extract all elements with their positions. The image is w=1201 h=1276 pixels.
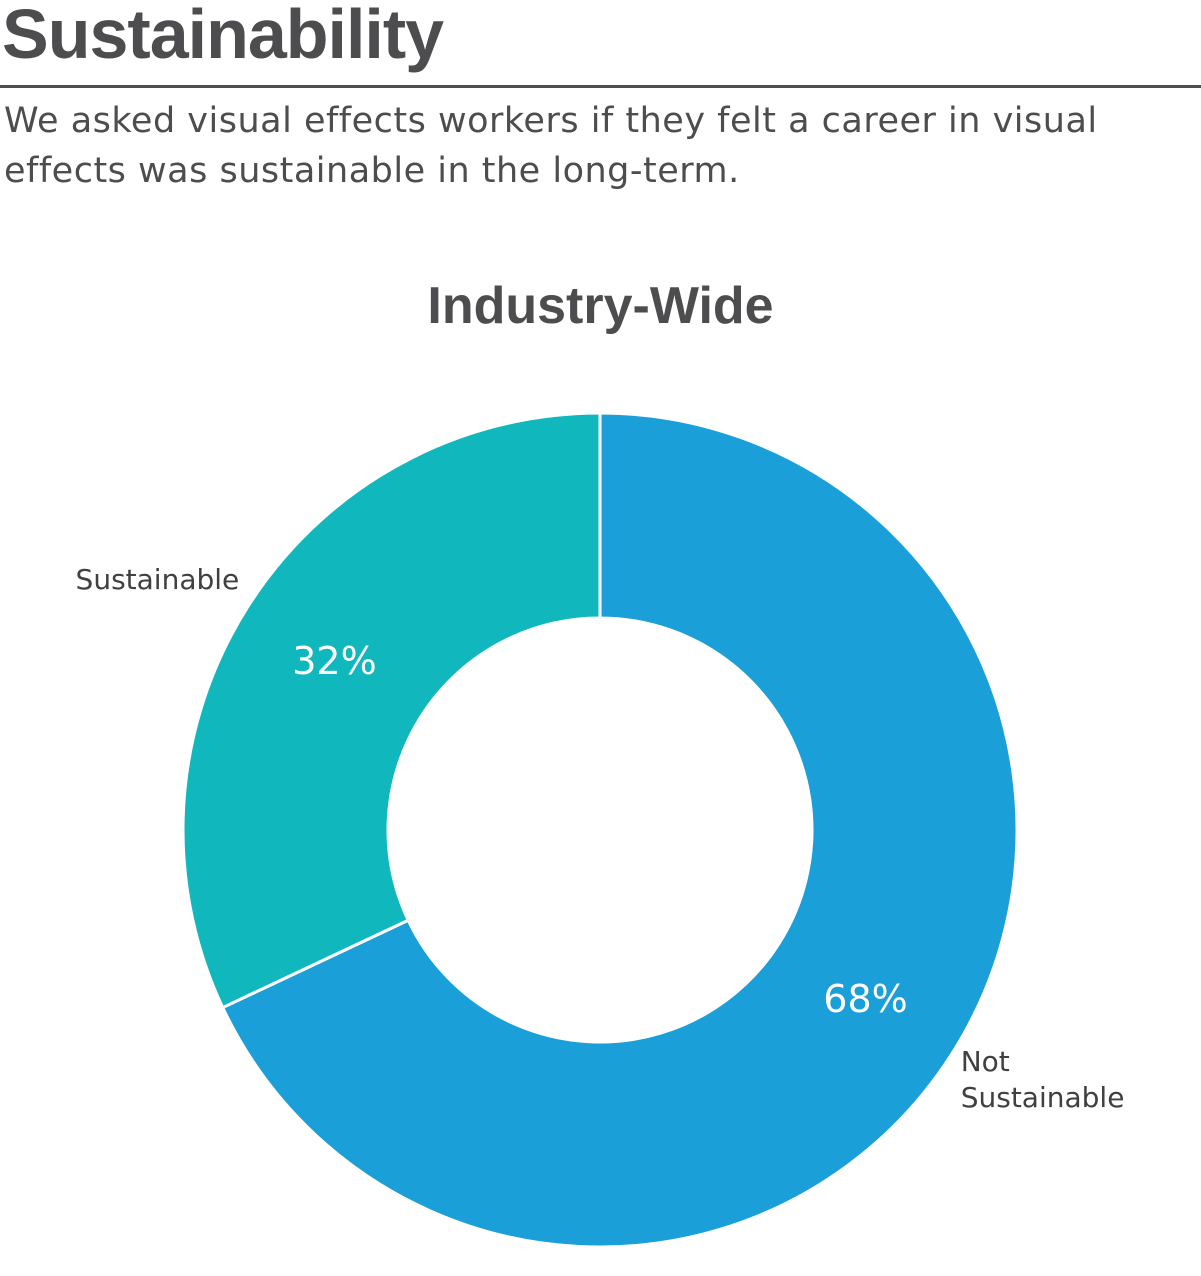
chart-title: Industry-Wide [427,277,774,335]
title-rule [0,85,1201,88]
donut-segment [181,411,602,1010]
value-label: 68% [823,976,908,1021]
subtitle: We asked visual effects workers if they … [4,101,1098,191]
page-title: Sustainability [2,0,444,73]
category-label: Sustainable [75,562,240,596]
value-label: 32% [292,639,377,684]
category-label: Not Sustainable [960,1045,1125,1115]
donut-segment [220,411,1019,1249]
